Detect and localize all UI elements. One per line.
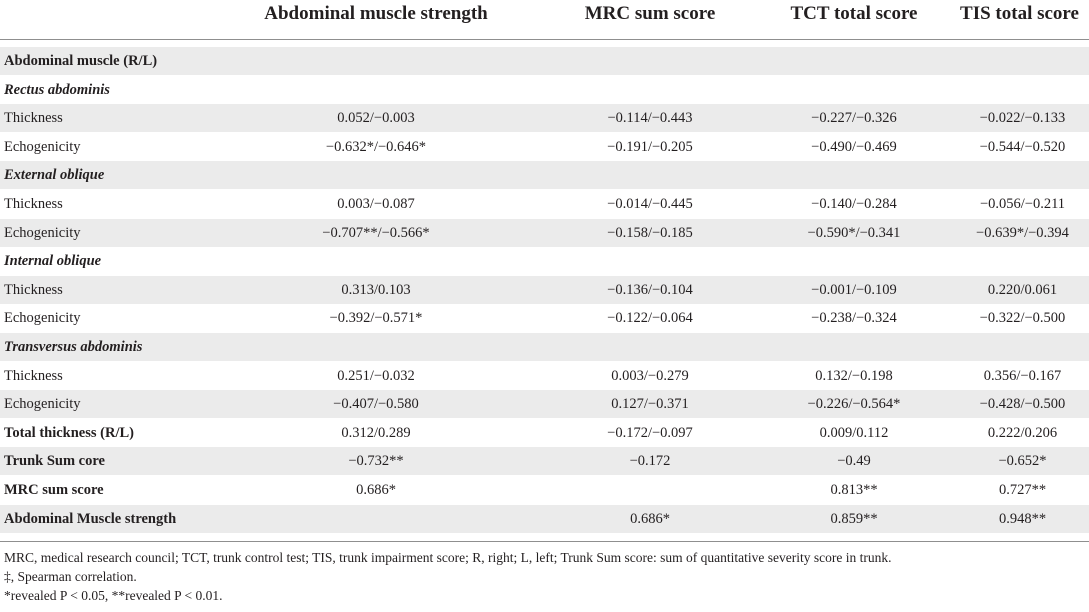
row-label: External oblique bbox=[4, 167, 105, 184]
table-row: MRC sum score 0.686* 0.813** 0.727** bbox=[0, 476, 1089, 504]
cell-col4: 0.220/0.061 bbox=[987, 281, 1058, 298]
row-label: Thickness bbox=[4, 281, 63, 298]
cell-col1: 0.312/0.289 bbox=[341, 424, 411, 441]
footnote-abbreviations: MRC, medical research council; TCT, trun… bbox=[4, 550, 892, 565]
cell-col1: 0.052/−0.003 bbox=[337, 110, 415, 127]
footnote-spearman: ‡, Spearman correlation. bbox=[4, 569, 137, 584]
header-mrc-sum-score: MRC sum score bbox=[584, 3, 716, 24]
cell-col3: −0.227/−0.326 bbox=[811, 110, 897, 127]
cell-col2: −0.172/−0.097 bbox=[607, 424, 693, 441]
cell-col2: 0.003/−0.279 bbox=[611, 367, 689, 384]
cell-col2: −0.136/−0.104 bbox=[607, 281, 693, 298]
bottom-rule bbox=[0, 541, 1089, 542]
cell-col4: −0.322/−0.500 bbox=[979, 310, 1066, 327]
header-tis-total-score: TIS total score bbox=[960, 3, 1079, 24]
cell-col1: −0.407/−0.580 bbox=[333, 396, 419, 413]
table-footnotes: MRC, medical research council; TCT, trun… bbox=[4, 548, 1084, 605]
cell-col4: −0.652* bbox=[998, 453, 1047, 470]
cell-col4: −0.428/−0.500 bbox=[979, 396, 1066, 413]
cell-col4: −0.544/−0.520 bbox=[979, 138, 1066, 155]
row-label: Abdominal Muscle strength bbox=[4, 510, 177, 527]
cell-col1: −0.732** bbox=[348, 453, 404, 470]
row-label: Thickness bbox=[4, 110, 63, 127]
table-row: Internal oblique bbox=[0, 247, 1089, 275]
cell-col4: −0.056/−0.211 bbox=[979, 196, 1066, 212]
cell-col3: 0.009/0.112 bbox=[819, 424, 889, 441]
row-label: MRC sum score bbox=[4, 482, 104, 498]
table-row: Echogenicity −0.632*/−0.646* −0.191/−0.205… bbox=[0, 133, 1089, 161]
cell-col2: −0.191/−0.205 bbox=[607, 138, 693, 155]
table-row: Rectus abdominis bbox=[0, 76, 1089, 104]
cell-col3: −0.226/−0.564* bbox=[807, 396, 901, 413]
top-rule bbox=[0, 39, 1089, 40]
table-row: Thickness 0.251/−0.032 0.003/−0.279 0.132/−… bbox=[0, 362, 1089, 390]
table-row: Trunk Sum core −0.732** −0.172 −0.49 −0.652* bbox=[0, 447, 1089, 476]
table-row: Total thickness (R/L) 0.312/0.289 −0.172/−… bbox=[0, 419, 1089, 447]
table-row: Transversus abdominis bbox=[0, 333, 1089, 361]
footnote-significance: *revealed P < 0.05, **revealed P < 0.01. bbox=[4, 588, 223, 603]
cell-col2: −0.158/−0.185 bbox=[607, 224, 693, 241]
row-label: Transversus abdominis bbox=[4, 339, 143, 355]
row-label: Abdominal muscle (R/L) bbox=[4, 53, 158, 69]
cell-col4: −0.022/−0.133 bbox=[979, 110, 1066, 127]
cell-col3: 0.859** bbox=[830, 510, 878, 527]
cell-col4: 0.948** bbox=[998, 510, 1047, 527]
cell-col1: −0.632*/−0.646* bbox=[325, 138, 427, 155]
cell-col4: 0.356/−0.167 bbox=[983, 367, 1062, 384]
table-row: Abdominal muscle (R/L) bbox=[0, 47, 1089, 75]
header-abdominal-muscle-strength: Abdominal muscle strength bbox=[264, 3, 488, 24]
table-row: Echogenicity −0.707**/−0.566* −0.158/−0.18… bbox=[0, 218, 1089, 247]
row-label: Rectus abdominis bbox=[4, 81, 110, 98]
table-row: Thickness 0.052/−0.003 −0.114/−0.443 −0.227… bbox=[0, 104, 1089, 133]
row-label: Echogenicity bbox=[4, 224, 81, 241]
cell-col3: −0.590*/−0.341 bbox=[807, 224, 901, 241]
cell-col3: −0.001/−0.109 bbox=[811, 281, 897, 298]
cell-col4: −0.639*/−0.394 bbox=[976, 224, 1069, 241]
header-tct-total-score: TCT total score bbox=[790, 3, 918, 24]
cell-col2: −0.172 bbox=[629, 453, 671, 470]
table-row: Echogenicity −0.407/−0.580 0.127/−0.371 −0.… bbox=[0, 390, 1089, 419]
cell-col1: 0.686* bbox=[356, 482, 396, 498]
cell-col1: 0.251/−0.032 bbox=[337, 367, 415, 384]
cell-col2: −0.014/−0.445 bbox=[607, 196, 693, 212]
row-label: Total thickness (R/L) bbox=[4, 424, 134, 441]
row-label: Echogenicity bbox=[4, 138, 81, 155]
cell-col3: −0.49 bbox=[837, 453, 871, 470]
cell-col3: 0.132/−0.198 bbox=[815, 367, 893, 384]
cell-col1: −0.707**/−0.566* bbox=[322, 224, 430, 241]
table-row: Thickness 0.313/0.103 −0.136/−0.104 −0.001/… bbox=[0, 275, 1089, 304]
table-row: Echogenicity −0.392/−0.571* −0.122/−0.064 −… bbox=[0, 304, 1089, 332]
cell-col3: 0.813** bbox=[830, 482, 878, 498]
cell-col2: 0.686* bbox=[630, 510, 670, 527]
cell-col3: −0.140/−0.284 bbox=[811, 196, 897, 212]
row-label: Internal oblique bbox=[4, 253, 102, 270]
cell-col4: 0.727** bbox=[998, 482, 1047, 498]
cell-col3: −0.490/−0.469 bbox=[811, 138, 897, 155]
row-label: Echogenicity bbox=[4, 396, 81, 413]
row-label: Thickness bbox=[4, 196, 63, 212]
row-label: Trunk Sum core bbox=[4, 453, 105, 470]
cell-col3: −0.238/−0.324 bbox=[811, 310, 897, 327]
table-row: External oblique bbox=[0, 161, 1089, 190]
cell-col2: −0.114/−0.443 bbox=[607, 110, 693, 127]
cell-col1: 0.313/0.103 bbox=[341, 281, 411, 298]
row-label: Thickness bbox=[4, 367, 63, 384]
cell-col2: −0.122/−0.064 bbox=[607, 310, 693, 327]
table-row: Thickness 0.003/−0.087 −0.014/−0.445 −0.140… bbox=[0, 190, 1089, 218]
cell-col1: 0.003/−0.087 bbox=[337, 196, 415, 212]
cell-col1: −0.392/−0.571* bbox=[329, 310, 423, 327]
cell-col2: 0.127/−0.371 bbox=[611, 396, 689, 413]
row-label: Echogenicity bbox=[4, 310, 81, 327]
cell-col4: 0.222/0.206 bbox=[987, 424, 1058, 441]
table-row: Abdominal Muscle strength 0.686* 0.859** 0.… bbox=[0, 504, 1089, 533]
